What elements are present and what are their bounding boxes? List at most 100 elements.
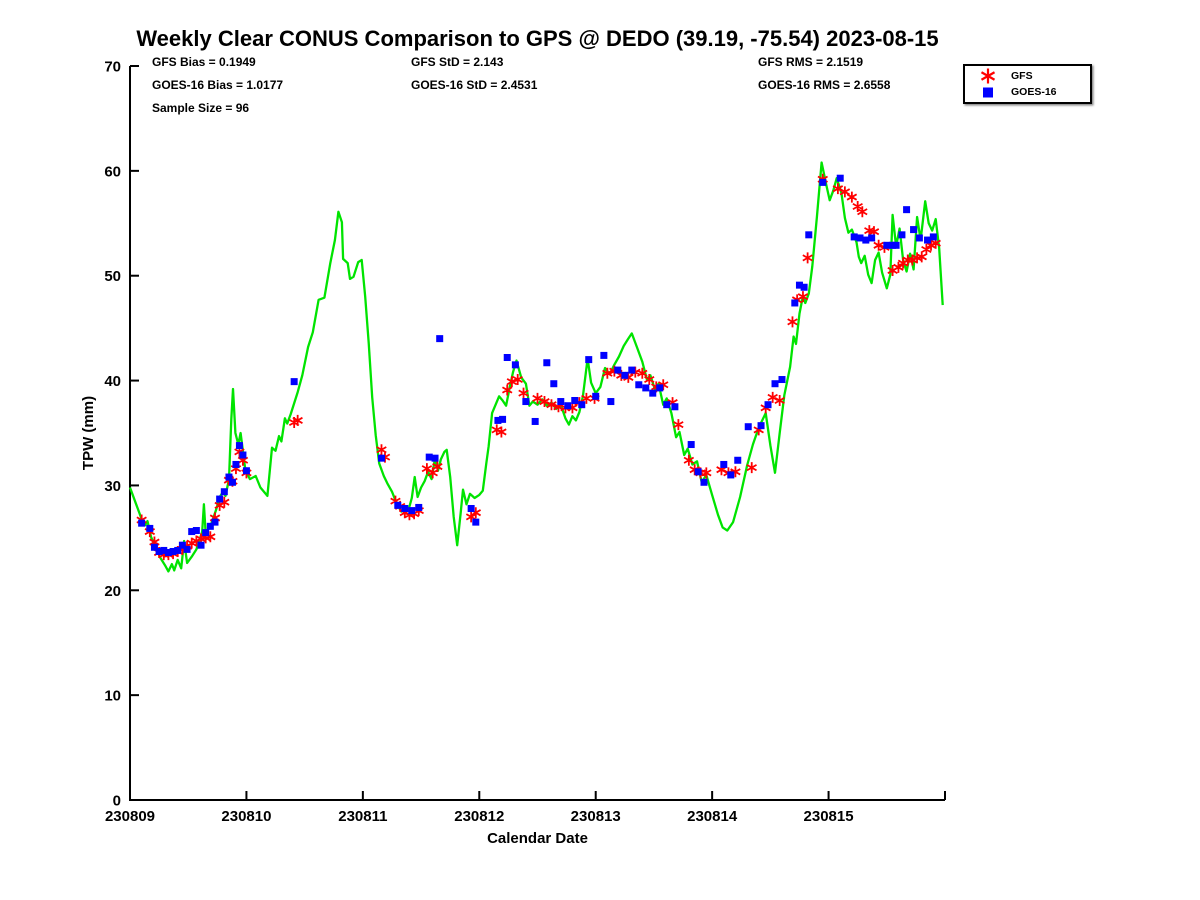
x-tick-label: 230815 [804,808,854,825]
goes16-marker [687,441,695,449]
goes16-marker [543,359,551,367]
goes16-marker [791,299,799,307]
goes16-marker [771,380,779,388]
goes16-marker [164,549,172,557]
goes16-marker [795,281,803,289]
goes16-marker [800,283,808,291]
y-axis-label: TPW (mm) [80,396,97,470]
goes16-marker [557,398,565,406]
goes16-marker [778,376,786,384]
goes16-marker [401,504,409,512]
goes16-marker [585,356,593,364]
goes16-marker [472,518,480,526]
goes16-marker [744,423,752,431]
y-tick-label: 0 [113,793,121,810]
stat-goes-bias: GOES-16 Bias = 1.0177 [152,78,284,92]
goes16-marker [377,454,385,462]
stat-gfs-rms: GFS RMS = 2.1519 [758,55,864,69]
stat-gfs-std: GFS StD = 2.143 [411,55,504,69]
goes16-marker [600,351,608,359]
goes16-marker [856,234,864,242]
goes16-marker [628,366,636,374]
goes16-marker [522,398,530,406]
goes16-marker [290,378,298,386]
y-tick-label: 70 [104,59,121,76]
goes16-marker [160,546,168,554]
goes16-marker [635,381,643,389]
goes16-marker [694,468,702,476]
goes16-marker [431,454,439,462]
goes16-marker [850,233,858,241]
goes16-marker [578,401,586,409]
goes16-marker [649,389,657,397]
x-tick-label: 230813 [571,808,621,825]
goes16-marker [757,422,765,430]
goes16-marker [727,471,735,479]
x-tick-label: 230811 [338,808,387,825]
gfs-asterisk-icon [965,67,1011,85]
legend: GFS GOES-16 [963,64,1092,104]
y-tick-label: 40 [104,373,121,390]
goes16-marker [150,543,158,551]
stat-sample-size: Sample Size = 96 [152,101,250,115]
goes16-marker [903,206,911,214]
goes16-marker [494,416,502,424]
goes16-marker [819,178,827,186]
goes16-marker [734,456,742,464]
goes16-marker [183,545,191,553]
goes16-marker [564,402,572,410]
y-tick-label: 20 [104,583,121,600]
goes16-marker [232,460,240,468]
gps-line [128,161,944,573]
gfs-markers [136,173,941,561]
goes16-marker [924,236,932,244]
y-tick-label: 50 [104,268,121,285]
goes16-square-icon [965,85,1011,99]
legend-label-gfs: GFS [1011,70,1033,82]
goes16-marker [174,546,182,554]
goes16-marker [836,174,844,182]
goes16-marker [892,241,900,249]
goes16-marker [898,231,906,239]
goes16-marker [862,236,870,244]
goes16-marker [239,451,247,459]
x-axis-label: Calendar Date [487,830,588,847]
stat-gfs-bias: GFS Bias = 0.1949 [152,55,256,69]
goes16-marker [235,442,243,450]
goes16-marker [211,518,219,526]
goes16-marker [592,392,600,400]
y-tick-label: 10 [104,688,121,705]
chart-title: Weekly Clear CONUS Comparison to GPS @ D… [136,26,939,51]
stat-goes-std: GOES-16 StD = 2.4531 [411,78,538,92]
goes16-marker [700,478,708,486]
goes16-marker [192,527,200,535]
goes16-marker [720,460,728,468]
goes16-marker [915,234,923,242]
x-tick-label: 230812 [454,808,504,825]
goes16-marker [188,528,196,536]
goes16-marker [571,396,579,404]
goes16-marker [228,478,236,486]
goes16-marker [883,241,891,249]
goes16-marker [656,384,664,392]
goes16-marker [503,354,511,362]
goes16-marker [394,501,402,509]
goes16-marker [868,234,876,242]
stat-goes-rms: GOES-16 RMS = 2.6558 [758,78,891,92]
goes16-marker [178,541,186,549]
goes16-marker [642,384,650,392]
goes16-marker [531,417,539,425]
goes16-marker [499,415,507,423]
goes16-marker [614,366,622,374]
goes16-marker [436,335,444,343]
goes16-marker [415,503,423,511]
goes16-marker [550,380,558,388]
goes16-marker [216,495,224,503]
x-tick-label: 230810 [221,808,271,825]
legend-label-goes16: GOES-16 [1011,86,1057,98]
goes16-marker [197,541,205,549]
goes16-marker [220,488,228,496]
goes16-marker [155,547,163,555]
goes16-marker [910,226,918,234]
